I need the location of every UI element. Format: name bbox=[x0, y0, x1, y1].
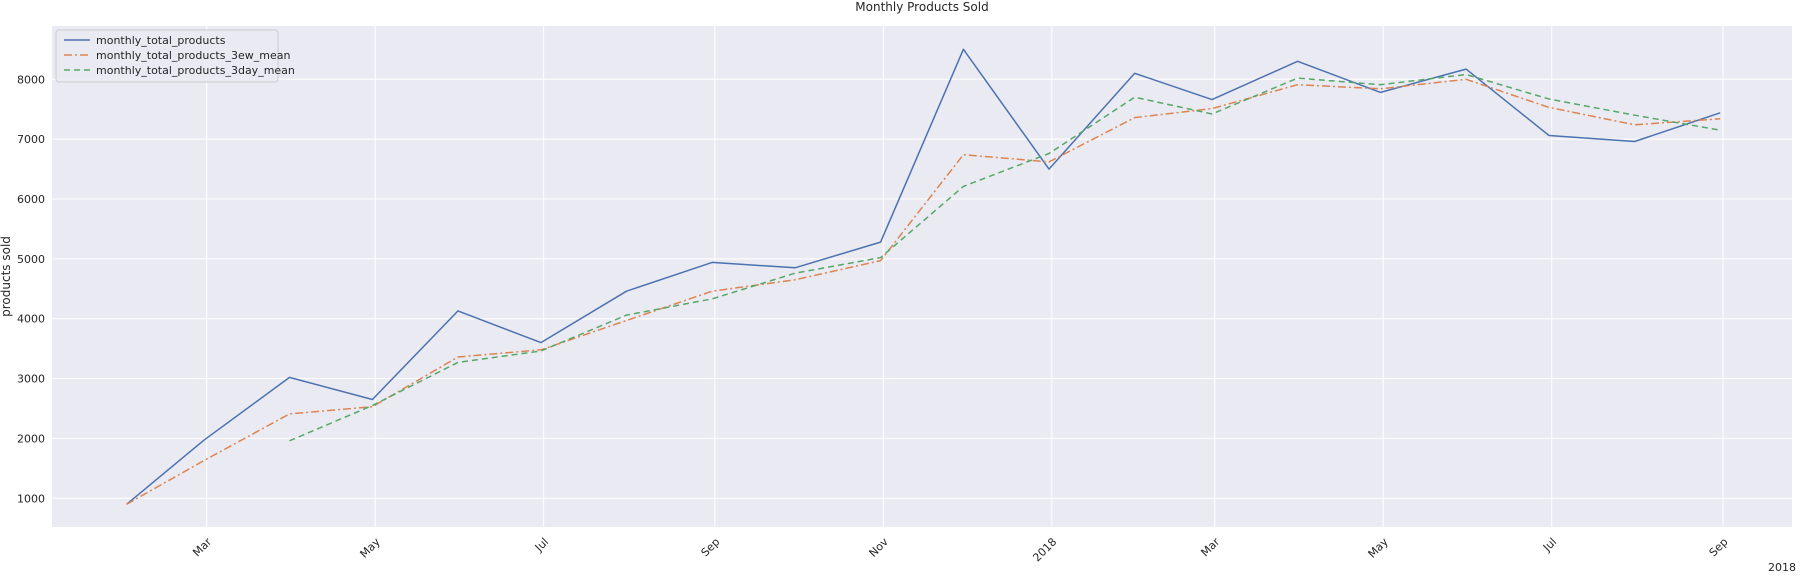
chart-title: Monthly Products Sold bbox=[855, 0, 988, 14]
plot-background bbox=[52, 26, 1792, 527]
x-tick-label: May bbox=[357, 535, 383, 561]
x-axis-ticks: Mar May Jul Sep Nov 2018 Mar May Jul Sep bbox=[190, 535, 1730, 564]
x-tick-label: Mar bbox=[190, 535, 214, 559]
x-tick-label: Sep bbox=[1707, 535, 1731, 559]
y-tick-label: 7000 bbox=[17, 133, 45, 146]
y-tick-label: 8000 bbox=[17, 73, 45, 86]
series-line-2 bbox=[126, 78, 1721, 505]
x-axis-offset-label: 2018 bbox=[1768, 561, 1796, 574]
series-layer bbox=[126, 48, 1721, 505]
y-tick-label: 6000 bbox=[17, 193, 45, 206]
y-axis-ticks: 1000 2000 3000 4000 5000 6000 7000 8000 bbox=[17, 73, 45, 505]
x-tick-label: Sep bbox=[699, 535, 723, 559]
y-tick-label: 4000 bbox=[17, 313, 45, 326]
y-tick-label: 1000 bbox=[17, 492, 45, 505]
x-tick-label: Jul bbox=[1540, 535, 1559, 554]
legend-entry: monthly_total_products bbox=[96, 34, 226, 47]
legend-entry: monthly_total_products_3day_mean bbox=[96, 64, 295, 77]
legend: monthly_total_products monthly_total_prod… bbox=[55, 29, 295, 83]
gridlines bbox=[52, 26, 1792, 527]
x-tick-label: 2018 bbox=[1030, 535, 1059, 564]
x-tick-label: May bbox=[1366, 535, 1392, 561]
y-tick-label: 2000 bbox=[17, 432, 45, 445]
x-tick-label: Mar bbox=[1198, 535, 1222, 559]
x-tick-label: Nov bbox=[867, 535, 892, 560]
x-tick-label: Jul bbox=[532, 535, 551, 554]
y-tick-label: 3000 bbox=[17, 373, 45, 386]
series-line-1 bbox=[126, 48, 1721, 505]
y-axis-label: products sold bbox=[0, 236, 13, 317]
y-tick-label: 5000 bbox=[17, 253, 45, 266]
legend-entry: monthly_total_products_3ew_mean bbox=[96, 49, 290, 62]
series-line-3 bbox=[289, 73, 1721, 442]
legend-box bbox=[55, 29, 279, 83]
